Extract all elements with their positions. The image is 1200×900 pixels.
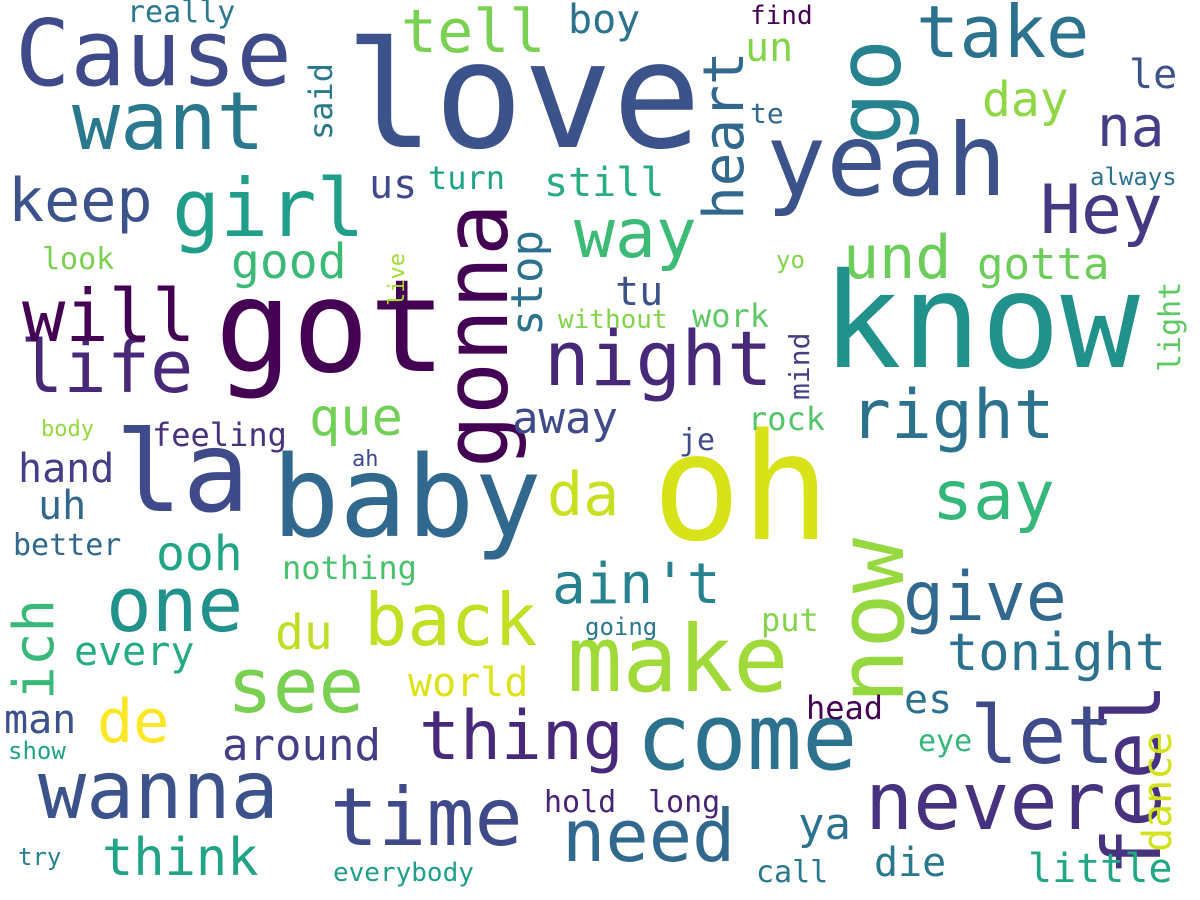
word-hey: Hey — [1040, 171, 1163, 251]
word-way: way — [574, 195, 697, 275]
word-le: le — [1129, 52, 1178, 98]
word-without: without — [558, 304, 668, 335]
word-around: around — [222, 720, 381, 772]
word-und: und — [843, 223, 952, 293]
word-cause: Cause — [15, 0, 292, 107]
word-find: find — [750, 0, 813, 31]
word-call: call — [756, 855, 829, 890]
word-make: make — [567, 605, 789, 713]
word-tonight: tonight — [947, 622, 1167, 683]
word-thing: thing — [419, 697, 624, 777]
word-need: need — [562, 793, 736, 878]
word-ain-t: ain't — [552, 551, 721, 617]
word-mind: mind — [783, 332, 816, 400]
word-live: live — [385, 253, 410, 306]
word-boy: boy — [568, 0, 641, 43]
word-dance: dance — [1135, 731, 1181, 852]
word-said: said — [302, 62, 340, 140]
word-see: see — [227, 640, 365, 730]
word-night: night — [544, 313, 773, 403]
word-still: still — [544, 160, 665, 206]
word-try: try — [18, 843, 62, 872]
word-really: really — [127, 0, 236, 30]
word-que: que — [309, 387, 403, 448]
word-die: die — [874, 840, 947, 886]
word-away: away — [512, 393, 618, 445]
word-heart: heart — [692, 51, 757, 220]
word-little: little — [1028, 846, 1173, 892]
word-right: right — [850, 376, 1055, 456]
word-world: world — [408, 660, 529, 706]
word-us: us — [369, 162, 418, 208]
word-think: think — [102, 827, 259, 888]
word-feeling: feeling — [152, 415, 287, 454]
word-long: long — [648, 785, 721, 820]
word-yeah: yeah — [766, 102, 1007, 219]
word-gotta: gotta — [977, 239, 1110, 291]
word-going: going — [585, 613, 658, 642]
word-light: light — [1153, 281, 1188, 372]
word-come: come — [636, 683, 858, 791]
word-hand: hand — [18, 446, 115, 492]
word-je: je — [679, 423, 716, 458]
word-oh: oh — [652, 402, 831, 575]
word-got: got — [215, 253, 447, 403]
word-go: go — [818, 39, 921, 145]
word-body: body — [41, 416, 94, 442]
word-want: want — [72, 75, 265, 168]
word-one: one — [106, 559, 244, 649]
word-put: put — [761, 600, 819, 639]
word-ooh: ooh — [156, 526, 243, 583]
word-rock: rock — [748, 399, 826, 438]
word-show: show — [8, 737, 66, 766]
word-take: take — [916, 0, 1090, 74]
word-da: da — [547, 460, 620, 530]
word-te: te — [750, 97, 784, 131]
word-work: work — [692, 296, 770, 335]
word-say: say — [932, 457, 1055, 537]
word-wanna: wanna — [38, 744, 279, 837]
word-man: man — [4, 697, 77, 743]
word-look: look — [42, 242, 115, 277]
word-girl: girl — [172, 162, 365, 255]
word-na: na — [1097, 94, 1165, 160]
word-baby: baby — [272, 432, 542, 563]
word-eye: eye — [918, 724, 973, 759]
word-let: let — [970, 689, 1115, 782]
word-ah: ah — [352, 446, 379, 472]
word-back: back — [364, 577, 538, 662]
word-will: will — [22, 273, 196, 358]
word-yo: yo — [776, 246, 805, 275]
word-day: day — [982, 72, 1069, 129]
word-better: better — [13, 528, 122, 563]
word-keep: keep — [8, 166, 153, 236]
word-everybody: everybody — [333, 857, 474, 888]
word-un: un — [745, 25, 794, 71]
word-tu: tu — [615, 269, 664, 315]
word-good: good — [231, 234, 347, 291]
word-give: give — [903, 558, 1067, 638]
word-tell: tell — [401, 0, 546, 67]
word-know: know — [822, 244, 1140, 399]
word-uh: uh — [38, 483, 87, 529]
word-ich: ich — [2, 598, 67, 700]
word-never: never — [865, 755, 1106, 848]
word-life: life — [20, 324, 194, 409]
word-every: every — [74, 629, 195, 675]
word-ya: ya — [798, 799, 851, 851]
word-love: love — [345, 10, 702, 183]
word-du: du — [275, 605, 333, 662]
word-always: always — [1090, 163, 1177, 192]
word-es: es — [904, 677, 953, 723]
word-time: time — [330, 771, 523, 864]
word-hold: hold — [544, 785, 617, 820]
word-nothing: nothing — [282, 548, 417, 587]
word-stop: stop — [502, 230, 553, 336]
word-head: head — [806, 688, 884, 727]
word-la: la — [115, 407, 250, 538]
word-de: de — [97, 687, 170, 757]
word-turn: turn — [428, 158, 506, 197]
